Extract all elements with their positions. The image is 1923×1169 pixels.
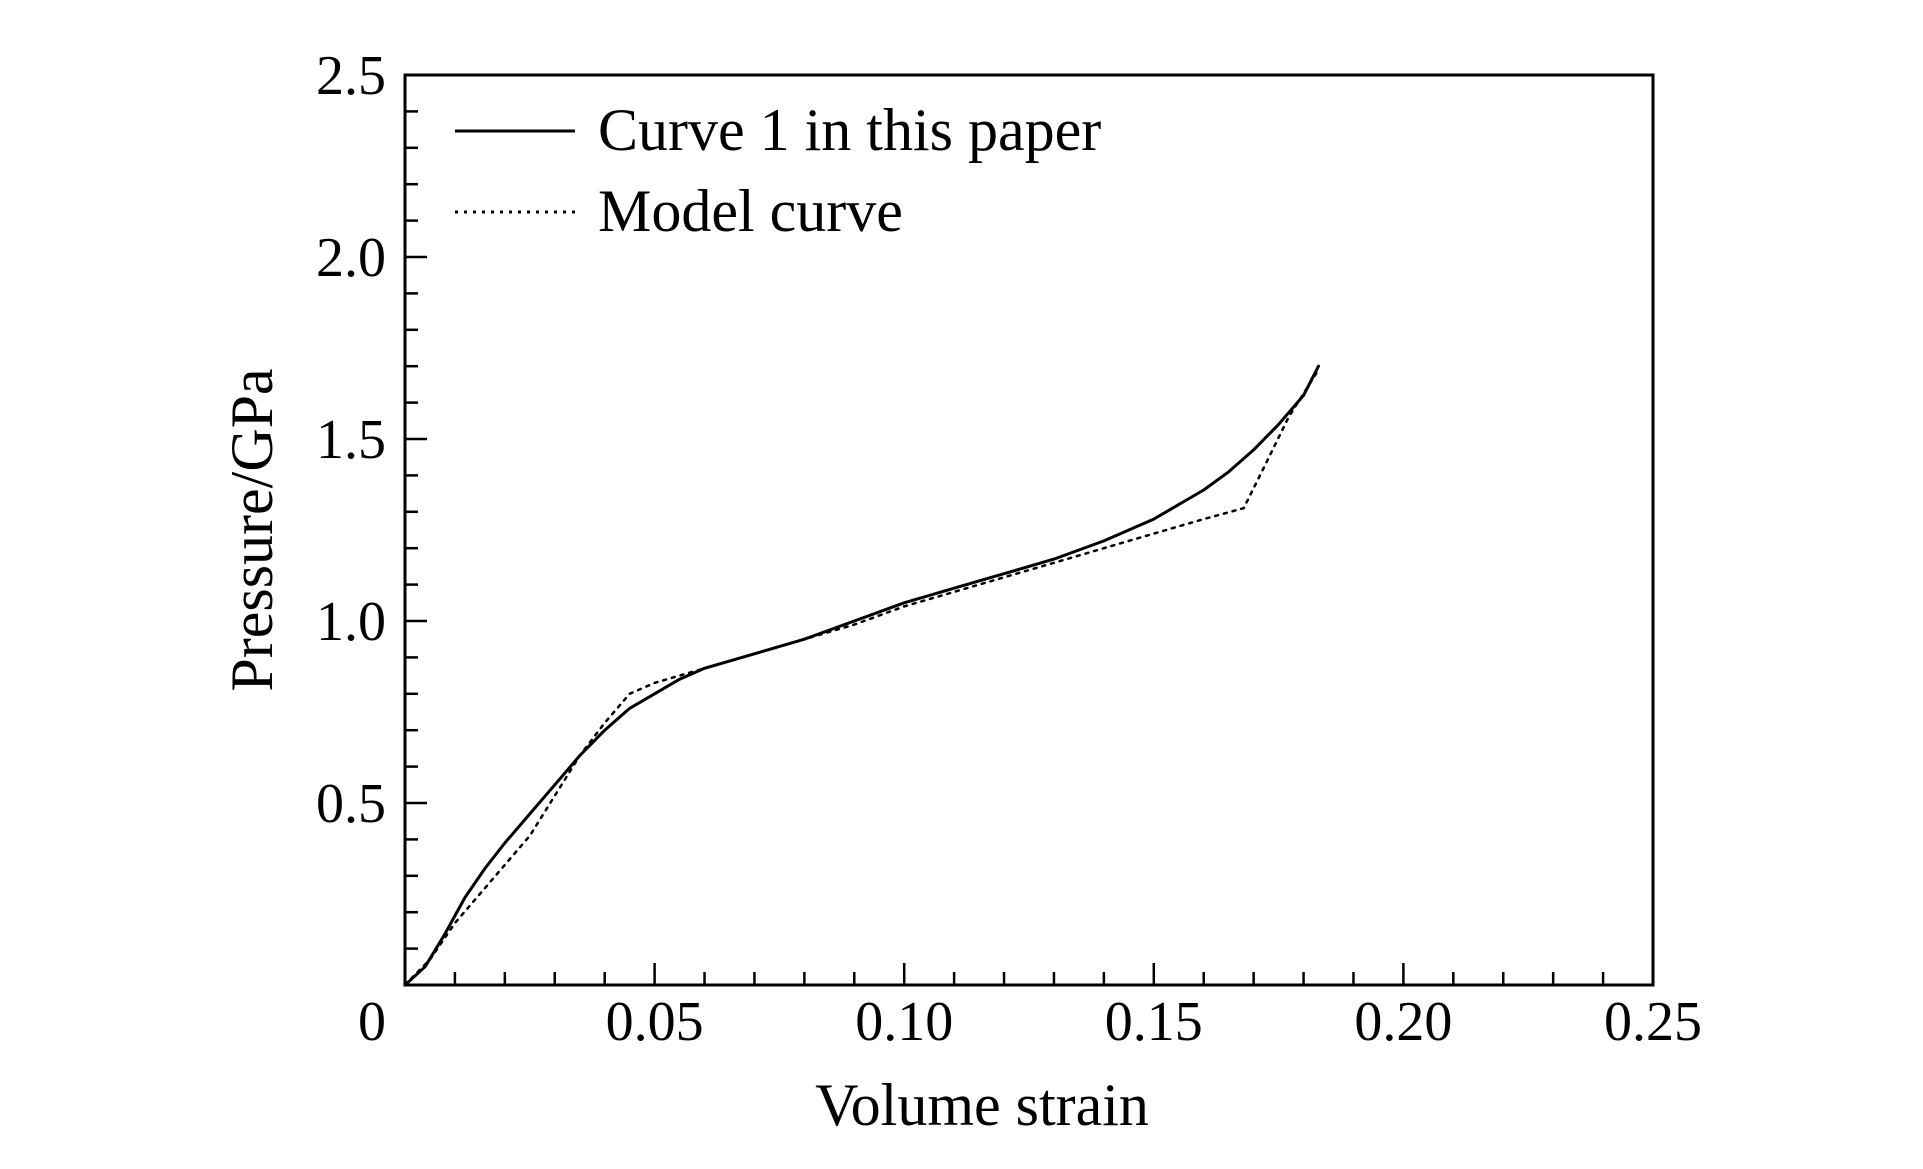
x-tick-label: 0.10 <box>855 991 953 1053</box>
axis-ticks <box>405 110 1605 985</box>
y-tick-label: 2.5 <box>316 45 386 107</box>
x-tick-label: 0.20 <box>1354 991 1452 1053</box>
y-tick-label: 1.0 <box>316 591 386 653</box>
legend-label-curve1: Curve 1 in this paper <box>598 97 1101 163</box>
y-tick-label: 2.0 <box>316 227 386 289</box>
x-tick-label: 0.05 <box>606 991 704 1053</box>
y-tick-label: 1.5 <box>316 409 386 471</box>
x-axis-title: Volume strain <box>815 1072 1149 1138</box>
x-tick-label: 0.15 <box>1105 991 1203 1053</box>
origin-label: 0 <box>358 991 386 1053</box>
series-layer <box>403 364 1320 987</box>
plot-area-frame <box>403 73 1655 987</box>
series-line-model <box>403 368 1320 987</box>
tick-labels: 0.05 0.10 0.15 0.20 0.25 0.5 1.0 1.5 2.0 2.5 <box>316 45 1702 1053</box>
legend: Curve 1 in this paper Model curve <box>455 97 1101 244</box>
y-axis-title: Pressure/GPa <box>219 368 285 691</box>
y-tick-label: 0.5 <box>316 773 386 835</box>
x-tick-label: 0.25 <box>1604 991 1702 1053</box>
legend-label-model: Model curve <box>598 178 903 244</box>
